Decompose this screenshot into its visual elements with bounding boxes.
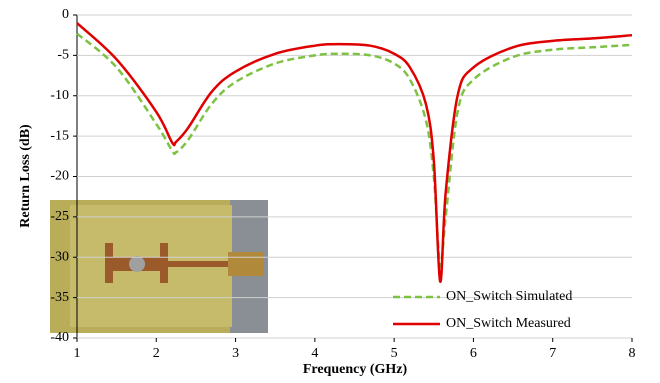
- x-tick-label: 6: [470, 346, 477, 361]
- legend-label: ON_Switch Measured: [446, 316, 571, 331]
- legend-label: ON_Switch Simulated: [446, 289, 572, 304]
- y-axis-title: Return Loss (dB): [18, 124, 33, 228]
- x-axis-title: Frequency (GHz): [303, 362, 408, 377]
- y-tick-label: 0: [62, 7, 69, 22]
- x-tick-label: 3: [232, 346, 239, 361]
- x-tick-label: 7: [549, 346, 556, 361]
- y-tick-label: -40: [50, 330, 69, 345]
- x-tick-label: 1: [74, 346, 81, 361]
- y-tick-label: -35: [50, 290, 69, 305]
- y-tick-label: -30: [50, 249, 69, 264]
- y-tick-label: -25: [50, 209, 69, 224]
- x-tick-label: 4: [311, 346, 318, 361]
- y-tick-label: -20: [50, 169, 69, 184]
- y-tick-label: -5: [57, 48, 69, 63]
- x-tick-label: 5: [391, 346, 398, 361]
- x-tick-label: 2: [153, 346, 160, 361]
- y-tick-label: -10: [50, 88, 69, 103]
- series-line: [76, 32, 633, 268]
- series-line: [76, 22, 633, 283]
- x-tick-label: 8: [629, 346, 636, 361]
- y-tick-label: -15: [50, 128, 69, 143]
- inset-photo: [50, 200, 268, 333]
